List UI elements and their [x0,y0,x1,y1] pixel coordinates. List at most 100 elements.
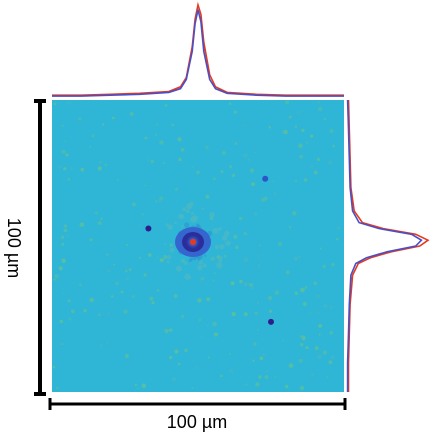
speckle [195,365,199,370]
speckle [67,177,71,181]
speckle [283,129,289,135]
speckle [257,254,261,258]
halo-speckle [197,264,203,271]
peak-maximum [190,239,196,245]
speckle [243,312,248,317]
speckle [174,349,179,354]
speckle [239,279,243,284]
speckle [326,376,329,378]
speckle [253,212,258,216]
speckle [162,327,166,331]
halo-speckle [218,258,223,263]
speckle [314,346,319,351]
halo-speckle [218,226,222,231]
speckle [94,211,98,215]
speckle [309,311,312,314]
speckle [299,342,304,347]
halo-speckle [179,214,185,220]
speckle [168,328,173,332]
speckle [258,244,261,247]
speckle [316,294,321,299]
speckle [206,324,210,327]
speckle [116,179,119,182]
speckle [302,335,305,338]
speckle [298,256,301,258]
speckle [99,161,102,164]
speckle [206,297,211,302]
speckle [243,282,248,287]
speckle [60,235,65,239]
speckle [104,164,107,166]
speckle [134,383,137,386]
halo-speckle [166,254,172,260]
speckle [261,197,266,203]
speckle [248,159,250,161]
speckle [78,283,82,287]
speckle [313,281,318,286]
halo-speckle [201,207,205,211]
speckle [98,313,101,317]
halo-speckle [166,260,170,264]
speckle [233,234,238,239]
horizontal-profile [52,1,344,97]
speckle [58,266,63,271]
speckle [299,335,303,338]
speckle [181,225,184,228]
speckle [274,290,280,295]
speckle [107,312,111,316]
speckle [242,123,247,127]
halo-speckle [219,244,225,250]
speckle [288,226,291,229]
speckle [61,243,65,246]
speckle [178,157,182,162]
speckle [243,257,249,262]
speckle [293,256,299,261]
speckle [288,115,292,119]
speckle [67,299,71,303]
halo-speckle [216,262,223,269]
halo-speckle [185,209,190,214]
speckle [245,383,248,386]
speckle [236,366,239,369]
horizontal-scale-bar: 100 µm [48,398,347,432]
speckle [212,279,215,282]
speckle [328,360,333,365]
speckle [316,310,320,315]
speckle [144,136,148,140]
speckle [138,224,141,227]
speckle [310,134,314,138]
speckle [106,253,109,256]
speckle [319,247,322,250]
speckle [299,385,305,391]
speckle [288,363,294,368]
speckle [136,387,139,390]
speckle [294,125,298,128]
speckle [157,255,159,258]
speckle [243,232,247,236]
speckle [318,323,323,328]
speckle [253,342,257,346]
halo-speckle [169,247,175,253]
speckle [100,217,103,221]
speckle [285,270,290,275]
speckle [113,263,116,266]
speckle [120,290,124,294]
speckle [322,350,328,355]
speckle [173,294,178,298]
speckle [230,281,235,286]
halo-speckle [182,207,187,212]
speckle [53,278,56,281]
speckle [299,154,304,159]
speckle [159,140,164,145]
speckle [231,308,234,311]
speckle [318,333,321,336]
speckle [196,170,200,175]
heatmap-panel [52,100,344,392]
speckle [282,339,285,342]
speckle [305,141,309,145]
speckle [177,362,181,366]
speckle [249,168,255,173]
speckle [314,170,318,175]
speckle [284,384,289,389]
